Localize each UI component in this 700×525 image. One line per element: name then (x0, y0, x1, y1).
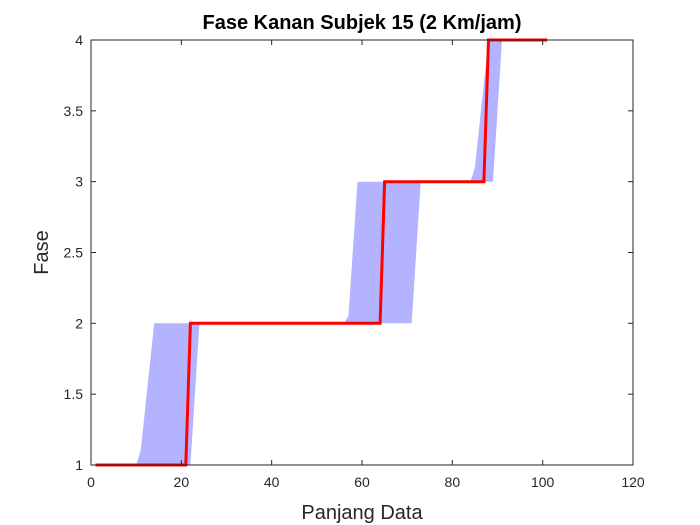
y-axis-ticks: 1 1.5 2 2.5 3 3.5 4 (64, 32, 633, 473)
series-line-layer (95, 38, 548, 467)
y-tick-label: 3.5 (64, 103, 84, 119)
x-tick-label: 120 (621, 474, 645, 490)
y-tick-label: 4 (75, 32, 83, 48)
y-tick-label: 1 (75, 457, 83, 473)
x-tick-label: 40 (264, 474, 280, 490)
y-tick-label: 2.5 (64, 245, 84, 261)
y-tick-label: 2 (75, 315, 83, 331)
x-tick-label: 80 (445, 474, 461, 490)
x-axis-title: Panjang Data (301, 502, 423, 524)
x-tick-label: 60 (354, 474, 370, 490)
y-tick-label: 3 (75, 174, 83, 190)
y-tick-label: 1.5 (64, 386, 84, 402)
chart-title: Fase Kanan Subjek 15 (2 Km/jam) (202, 12, 521, 34)
x-tick-label: 0 (87, 474, 95, 490)
x-axis-ticks: 0 20 40 60 80 100 120 (87, 40, 645, 490)
x-tick-label: 100 (531, 474, 555, 490)
series-line-0 (95, 38, 548, 467)
x-tick-label: 20 (174, 474, 190, 490)
y-axis-title: Fase (31, 230, 53, 274)
